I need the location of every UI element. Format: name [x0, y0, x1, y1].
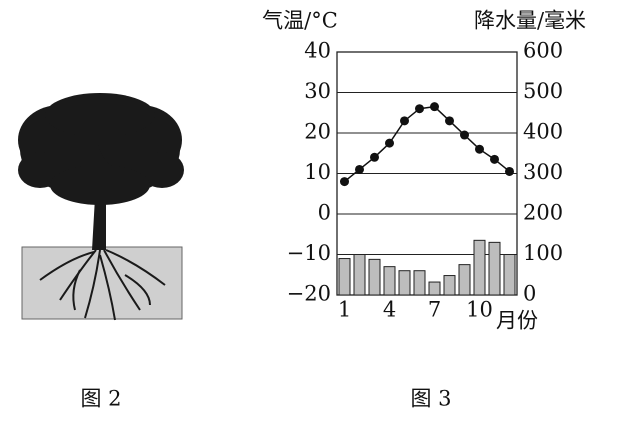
y2-tick-label: 600	[523, 39, 563, 63]
x-tick-label: 7	[428, 298, 441, 322]
plot-frame	[336, 51, 518, 296]
bar	[488, 241, 501, 296]
bar	[503, 254, 516, 296]
bar	[368, 258, 381, 296]
point	[355, 164, 364, 174]
bar	[338, 258, 351, 296]
x-tick-label: 10	[466, 298, 493, 322]
bar	[383, 266, 396, 296]
bar	[428, 281, 441, 296]
line	[344, 105, 510, 183]
point	[505, 166, 514, 176]
y-tick-label: 0	[318, 201, 331, 225]
point	[490, 154, 499, 164]
y2-tick-label: 100	[523, 241, 563, 265]
x-axis-title: 月份	[496, 309, 538, 333]
y-tick-label: 40	[304, 39, 331, 63]
y2-tick-label: 400	[523, 120, 563, 144]
y-tick-label: −20	[287, 282, 331, 306]
caption: 图 3	[410, 387, 451, 411]
point	[370, 152, 379, 162]
caption: 图 2	[80, 387, 121, 411]
y2-tick-label: 0	[523, 282, 536, 306]
y2-tick-label: 300	[523, 160, 563, 184]
point	[415, 104, 424, 114]
bar	[473, 239, 486, 296]
y2-tick-label: 500	[523, 79, 563, 103]
tree-illustration	[18, 93, 184, 321]
bar	[458, 264, 471, 296]
y2-axis-title: 降水量/毫米	[474, 9, 586, 33]
y-tick-label: 10	[304, 160, 331, 184]
point	[475, 144, 484, 154]
bar	[398, 270, 411, 296]
y-axis-title: 气温/°C	[262, 9, 338, 33]
point	[460, 130, 469, 140]
point	[430, 102, 439, 112]
bar	[443, 275, 456, 296]
point	[340, 177, 349, 187]
y2-tick-label: 200	[523, 201, 563, 225]
y-tick-label: −10	[287, 241, 331, 265]
bar	[413, 270, 426, 296]
point	[400, 116, 409, 126]
x-tick-label: 1	[338, 298, 351, 322]
point	[445, 116, 454, 126]
point	[385, 138, 394, 148]
y-tick-label: 30	[304, 79, 331, 103]
bar	[353, 254, 366, 296]
y-tick-label: 20	[304, 120, 331, 144]
x-tick-label: 4	[383, 298, 396, 322]
